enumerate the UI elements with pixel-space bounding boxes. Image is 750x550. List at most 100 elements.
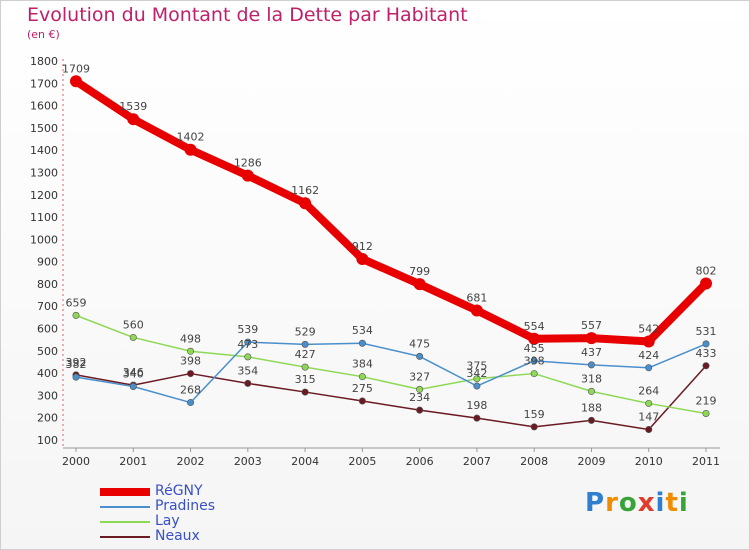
data-label: 342 bbox=[466, 367, 487, 380]
legend-label: Lay bbox=[155, 513, 180, 529]
data-label: 473 bbox=[237, 338, 258, 351]
y-tick-label: 500 bbox=[37, 345, 58, 358]
data-label: 542 bbox=[638, 322, 659, 335]
data-label: 315 bbox=[295, 373, 316, 386]
data-label: 427 bbox=[295, 348, 316, 361]
data-point bbox=[301, 388, 309, 396]
y-tick-label: 800 bbox=[37, 278, 58, 291]
data-label: 557 bbox=[581, 319, 602, 332]
data-label: 498 bbox=[180, 332, 201, 345]
y-tick-label: 1500 bbox=[30, 122, 58, 135]
data-label: 382 bbox=[66, 358, 87, 371]
data-label: 268 bbox=[180, 384, 201, 397]
axes: 100 200 300 400 500 600 700 800 900 1000 1100 1200 1… bbox=[30, 55, 720, 468]
data-point bbox=[187, 399, 195, 407]
data-label: 659 bbox=[66, 296, 87, 309]
data-label: 327 bbox=[409, 370, 430, 383]
data-point bbox=[244, 379, 252, 387]
x-tick-label: 2010 bbox=[635, 455, 663, 468]
data-point bbox=[184, 143, 197, 156]
logo-letter: r bbox=[605, 488, 619, 518]
data-label: 560 bbox=[123, 318, 144, 331]
data-label: 681 bbox=[466, 291, 487, 304]
data-label: 1709 bbox=[62, 62, 90, 75]
y-tick-label: 1000 bbox=[30, 233, 58, 246]
data-point bbox=[127, 113, 140, 126]
data-label: 912 bbox=[352, 240, 373, 253]
data-label: 398 bbox=[180, 355, 201, 368]
data-label: 539 bbox=[237, 323, 258, 336]
data-label: 354 bbox=[237, 364, 258, 377]
series-line bbox=[75, 341, 707, 404]
data-point bbox=[129, 333, 137, 341]
data-label: 375 bbox=[466, 360, 487, 373]
x-tick-label: 2009 bbox=[577, 455, 605, 468]
data-point bbox=[585, 332, 598, 345]
series-lines bbox=[70, 75, 712, 434]
data-label: 802 bbox=[696, 264, 717, 277]
series-line bbox=[75, 365, 707, 431]
logo-letter: x bbox=[637, 488, 656, 518]
data-point bbox=[241, 169, 254, 182]
data-point bbox=[645, 364, 653, 372]
data-point bbox=[358, 339, 366, 347]
x-tick-label: 2003 bbox=[234, 455, 262, 468]
data-label: 529 bbox=[295, 325, 316, 338]
legend-item: RéGNY bbox=[100, 483, 300, 499]
data-point bbox=[244, 353, 252, 361]
y-tick-label: 1600 bbox=[30, 100, 58, 113]
data-point bbox=[702, 340, 710, 348]
data-point bbox=[528, 332, 541, 345]
data-point bbox=[416, 406, 424, 414]
legend: RéGNY Pradines Lay Neaux bbox=[100, 483, 300, 544]
data-label: 799 bbox=[409, 265, 430, 278]
y-tick-label: 900 bbox=[37, 256, 58, 269]
data-point bbox=[72, 311, 80, 319]
data-label: 424 bbox=[638, 349, 659, 362]
data-point bbox=[702, 409, 710, 417]
x-tick-label: 2005 bbox=[348, 455, 376, 468]
legend-item: Pradines bbox=[100, 498, 300, 514]
data-point bbox=[301, 340, 309, 348]
x-tick-label: 2007 bbox=[463, 455, 491, 468]
logo-letter: P bbox=[585, 488, 606, 518]
data-point bbox=[642, 335, 655, 348]
data-label: 1539 bbox=[119, 100, 147, 113]
data-point bbox=[530, 423, 538, 431]
data-label: 1402 bbox=[177, 131, 205, 144]
data-label: 433 bbox=[696, 347, 717, 360]
y-tick-label: 600 bbox=[37, 323, 58, 336]
data-point bbox=[299, 197, 312, 210]
data-point bbox=[587, 387, 595, 395]
data-point bbox=[413, 278, 426, 291]
data-label: 159 bbox=[524, 408, 545, 421]
data-point bbox=[72, 373, 80, 381]
chart-title: Evolution du Montant de la Dette par Hab… bbox=[27, 4, 468, 26]
y-tick-label: 400 bbox=[37, 367, 58, 380]
data-point bbox=[470, 304, 483, 317]
y-tick-label: 1200 bbox=[30, 189, 58, 202]
legend-swatch bbox=[100, 521, 150, 523]
data-label: 198 bbox=[466, 399, 487, 412]
proxiti-logo: Proxiti bbox=[585, 488, 689, 518]
data-label: 234 bbox=[409, 391, 430, 404]
legend-label: RéGNY bbox=[155, 483, 203, 499]
y-unit-label: (en €) bbox=[27, 28, 60, 41]
x-tick-label: 2002 bbox=[177, 455, 205, 468]
logo-letter: i bbox=[655, 488, 666, 518]
logo-letter: i bbox=[678, 488, 689, 518]
x-tick-label: 2001 bbox=[119, 455, 147, 468]
data-label: 534 bbox=[352, 324, 373, 337]
data-point bbox=[416, 385, 424, 393]
y-tick-label: 200 bbox=[37, 412, 58, 425]
data-point bbox=[473, 375, 481, 383]
data-label: 475 bbox=[409, 337, 430, 350]
data-point bbox=[700, 277, 712, 290]
legend-item: Lay bbox=[100, 513, 300, 529]
data-point bbox=[70, 75, 82, 88]
data-point bbox=[301, 363, 309, 371]
x-tick-label: 2004 bbox=[291, 455, 319, 468]
data-point bbox=[416, 352, 424, 360]
data-point bbox=[587, 416, 595, 424]
y-tick-label: 1700 bbox=[30, 77, 58, 90]
